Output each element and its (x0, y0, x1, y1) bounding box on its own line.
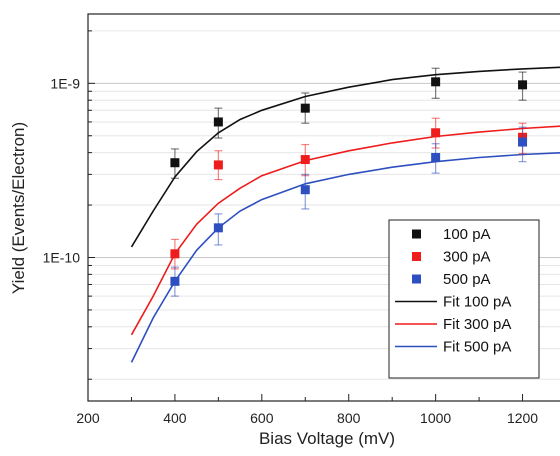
data-point-300-pa (300, 155, 310, 165)
data-point-500-pa (213, 223, 223, 233)
legend-box (388, 219, 540, 379)
y-tick-label: 1E-10 (43, 249, 81, 265)
y-tick-label: 1E-9 (50, 75, 80, 91)
legend-swatch-100-pa (412, 229, 421, 239)
x-tick-label: 1200 (507, 410, 538, 426)
data-point-300-pa (170, 249, 180, 259)
x-tick-label: 800 (337, 410, 361, 426)
data-point-300-pa (213, 160, 223, 170)
legend-label-fit-100-pa: Fit 100 pA (443, 294, 511, 311)
plot-series (130, 66, 560, 363)
axis-ticks: 1E-10 1E-9 200 400 600 800 1000 1200 (43, 30, 538, 426)
fit-line-fit-100-pa (130, 66, 560, 248)
data-point-500-pa (170, 276, 180, 286)
data-point-100-pa (213, 117, 223, 127)
x-tick-label: 200 (76, 410, 100, 426)
x-tick-label: 600 (250, 410, 274, 426)
data-point-100-pa (170, 158, 180, 168)
legend-label-100-pa: 100 pA (443, 226, 491, 243)
y-axis-title: Yield (Events/Electron) (9, 122, 28, 294)
data-point-100-pa (518, 80, 528, 90)
x-tick-label: 1000 (420, 410, 451, 426)
data-point-100-pa (300, 103, 310, 113)
x-axis-title: Bias Voltage (mV) (259, 429, 395, 448)
data-point-500-pa (518, 137, 528, 147)
fit-line-fit-500-pa (130, 152, 560, 363)
legend-label-300-pa: 300 pA (443, 249, 491, 266)
data-point-500-pa (431, 153, 441, 163)
legend-label-500-pa: 500 pA (443, 271, 491, 288)
fit-line-fit-300-pa (130, 125, 560, 336)
data-point-100-pa (431, 77, 441, 87)
x-tick-label: 400 (163, 410, 187, 426)
legend-label-fit-500-pa: Fit 500 pA (443, 339, 511, 356)
legend-swatch-500-pa (412, 274, 421, 284)
plot-frame (87, 13, 560, 402)
legend-swatch-300-pa (412, 252, 421, 261)
data-point-300-pa (431, 128, 441, 138)
legend-label-fit-300-pa: Fit 300 pA (443, 316, 511, 333)
legend: 100 pA 300 pA 500 pA Fit 100 pA Fit 300 pA Fi… (388, 219, 540, 379)
data-point-500-pa (300, 185, 310, 195)
